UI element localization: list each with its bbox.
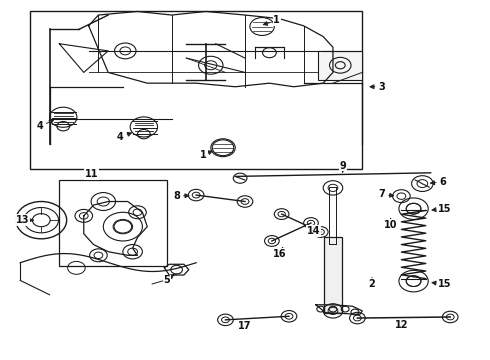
Text: 1: 1 (263, 15, 280, 26)
Bar (59, 180, 167, 266)
Text: 10: 10 (384, 219, 397, 230)
Bar (30, 12, 362, 169)
Text: 8: 8 (173, 191, 189, 201)
Text: 4: 4 (117, 132, 131, 142)
Bar (318, 51, 362, 80)
Text: 15: 15 (432, 279, 451, 289)
Text: 2: 2 (368, 278, 375, 289)
Text: 1: 1 (200, 150, 212, 160)
Text: 12: 12 (394, 320, 408, 330)
Text: 9: 9 (340, 161, 346, 172)
Text: 16: 16 (272, 248, 286, 258)
Bar (324, 237, 342, 313)
Text: 11: 11 (85, 169, 98, 180)
Text: 4: 4 (36, 120, 53, 131)
Text: 3: 3 (370, 82, 385, 92)
Text: 14: 14 (307, 226, 320, 236)
Text: 5: 5 (164, 275, 173, 285)
Text: 6: 6 (431, 177, 446, 187)
Text: 15: 15 (432, 204, 451, 214)
Text: 7: 7 (378, 189, 393, 199)
Text: 17: 17 (238, 321, 252, 331)
Text: 13: 13 (16, 215, 33, 225)
